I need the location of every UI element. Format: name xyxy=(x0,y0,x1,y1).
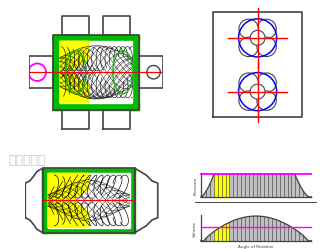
Polygon shape xyxy=(25,168,43,233)
Circle shape xyxy=(250,30,265,45)
Circle shape xyxy=(257,91,276,110)
Text: Pressure: Pressure xyxy=(193,176,197,195)
Polygon shape xyxy=(43,168,135,173)
Polygon shape xyxy=(48,173,130,228)
Circle shape xyxy=(147,65,160,79)
Polygon shape xyxy=(53,35,139,41)
Text: Volume: Volume xyxy=(193,220,197,237)
Polygon shape xyxy=(60,41,132,103)
Polygon shape xyxy=(48,173,89,228)
Polygon shape xyxy=(53,35,60,110)
Circle shape xyxy=(28,63,46,81)
Polygon shape xyxy=(135,168,158,233)
Circle shape xyxy=(239,37,258,57)
Circle shape xyxy=(239,73,258,92)
Polygon shape xyxy=(60,41,89,103)
Polygon shape xyxy=(53,35,139,110)
Circle shape xyxy=(257,73,276,92)
Polygon shape xyxy=(43,228,135,233)
Circle shape xyxy=(250,84,265,99)
Circle shape xyxy=(239,19,258,39)
Text: 泡机械美学: 泡机械美学 xyxy=(9,154,46,167)
Circle shape xyxy=(257,19,276,39)
Circle shape xyxy=(257,37,276,57)
Text: Angle of Rotation: Angle of Rotation xyxy=(238,245,274,249)
Circle shape xyxy=(239,91,258,110)
Polygon shape xyxy=(43,168,48,233)
Polygon shape xyxy=(53,103,139,110)
Polygon shape xyxy=(130,168,135,233)
Polygon shape xyxy=(132,35,139,110)
Polygon shape xyxy=(43,168,135,233)
